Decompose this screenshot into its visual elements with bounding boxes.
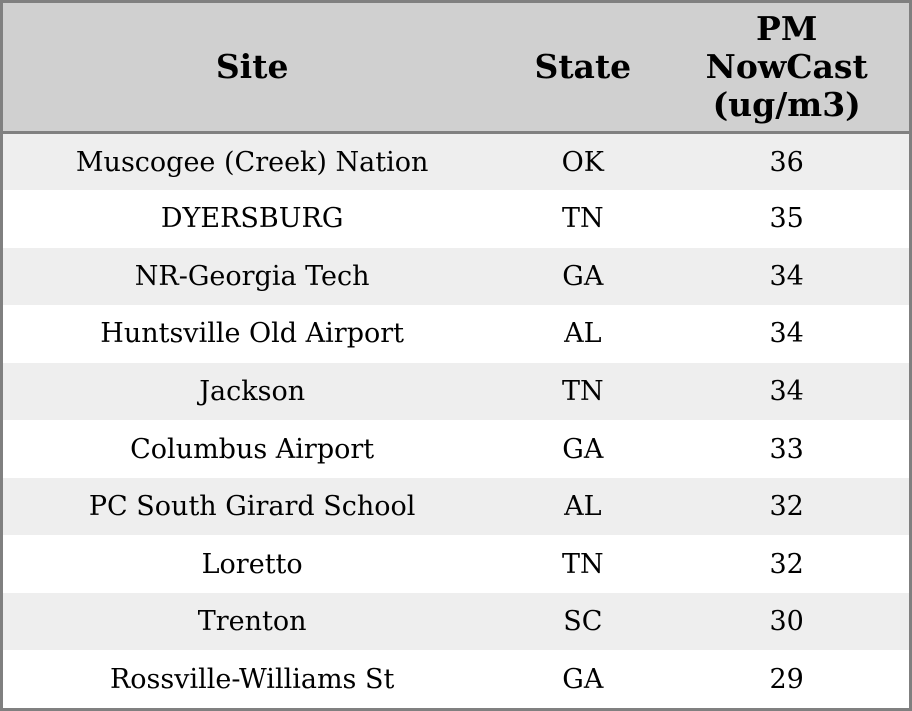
table-row: NR-Georgia Tech GA 34 xyxy=(3,247,909,306)
site-cell: Loretto xyxy=(201,548,303,580)
table-row: Huntsville Old Airport AL 34 xyxy=(3,305,909,363)
site-cell: Huntsville Old Airport xyxy=(100,318,405,350)
table-row: DYERSBURG TN 35 xyxy=(3,190,909,248)
value-cell: 33 xyxy=(769,433,804,465)
value-cell: 34 xyxy=(769,260,804,292)
header-pm-nowcast: PM NowCast (ug/m3) xyxy=(664,3,909,134)
state-cell: OK xyxy=(561,146,604,178)
site-cell: Trenton xyxy=(197,606,307,638)
state-cell: TN xyxy=(562,203,604,235)
state-cell: GA xyxy=(562,260,604,292)
state-cell: TN xyxy=(562,548,604,580)
value-cell: 32 xyxy=(769,491,804,523)
value-cell: 30 xyxy=(769,606,804,638)
table-row: PC South Girard School AL 32 xyxy=(3,477,909,536)
value-cell: 36 xyxy=(769,146,804,178)
site-cell: Jackson xyxy=(199,375,306,407)
table-row: Muscogee (Creek) Nation OK 36 xyxy=(3,132,909,191)
table-row: Rossville-Williams St GA 29 xyxy=(3,650,909,708)
value-cell: 34 xyxy=(769,375,804,407)
state-cell: AL xyxy=(564,491,602,523)
site-cell: Rossville-Williams St xyxy=(109,663,395,695)
table-row: Columbus Airport GA 33 xyxy=(3,420,909,478)
table-row: Jackson TN 34 xyxy=(3,362,909,421)
header-row: Site State PM NowCast (ug/m3) xyxy=(3,3,909,134)
state-cell: TN xyxy=(562,375,604,407)
site-cell: NR-Georgia Tech xyxy=(134,260,370,292)
header-state: State xyxy=(501,3,665,134)
site-cell: DYERSBURG xyxy=(160,203,344,235)
table-row: Trenton SC 30 xyxy=(3,592,909,651)
site-cell: Columbus Airport xyxy=(130,433,375,465)
state-cell: AL xyxy=(564,318,602,350)
site-cell: PC South Girard School xyxy=(88,491,416,523)
value-cell: 34 xyxy=(769,318,804,350)
state-cell: GA xyxy=(562,433,604,465)
value-cell: 35 xyxy=(769,203,804,235)
state-cell: GA xyxy=(562,663,604,695)
value-cell: 32 xyxy=(769,548,804,580)
header-site: Site xyxy=(3,3,502,134)
table-row: Loretto TN 32 xyxy=(3,535,909,593)
site-cell: Muscogee (Creek) Nation xyxy=(75,146,429,178)
value-cell: 29 xyxy=(769,663,804,695)
state-cell: SC xyxy=(563,606,603,638)
data-table: Site State PM NowCast (ug/m3) Muscogee (… xyxy=(3,3,909,708)
